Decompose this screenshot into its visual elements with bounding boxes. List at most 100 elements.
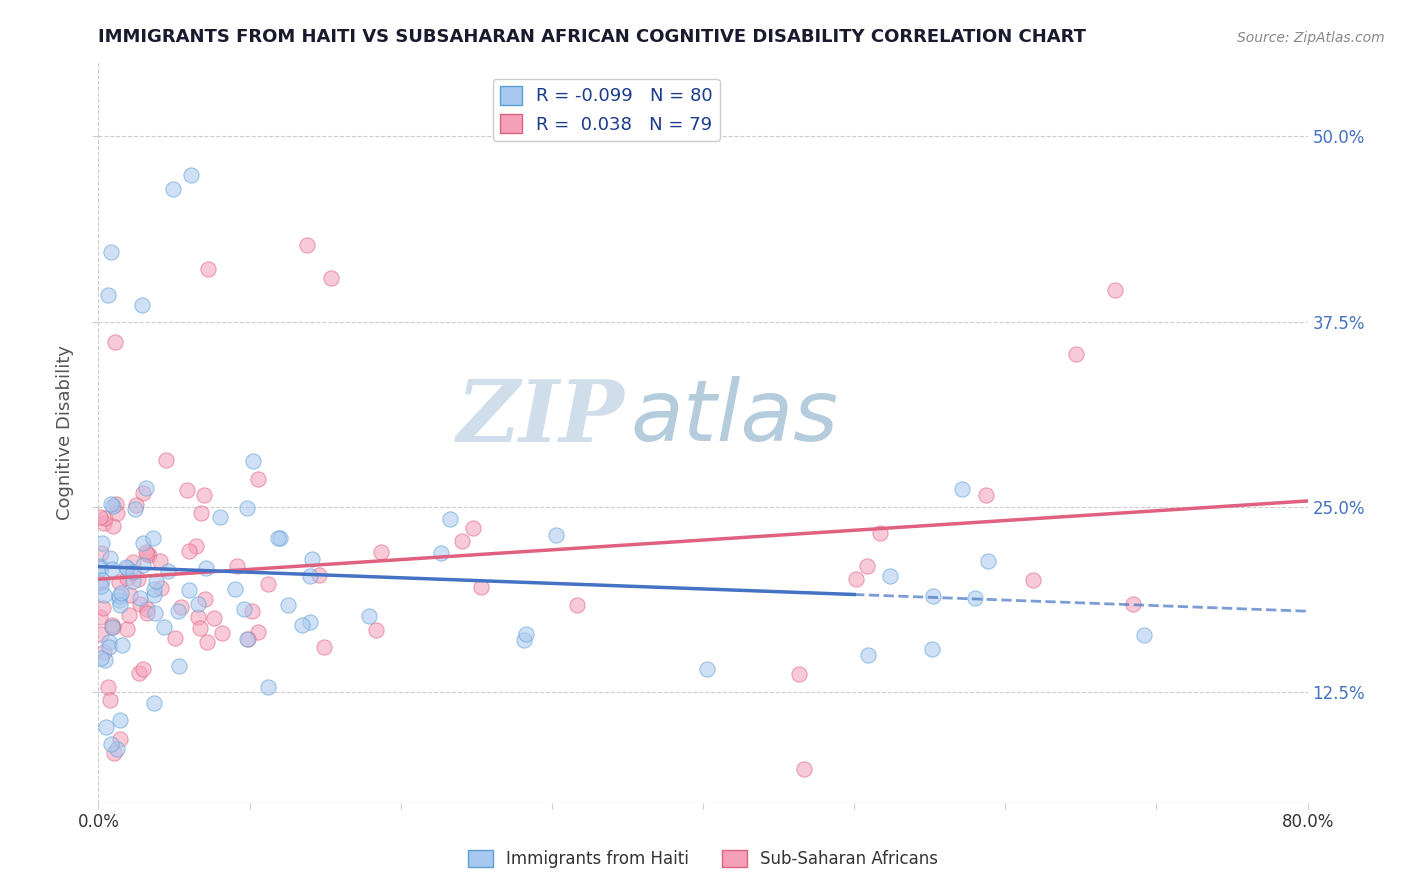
Point <box>143 582 166 597</box>
Point <box>267 531 290 545</box>
Point <box>131 298 153 312</box>
Point <box>236 632 259 646</box>
Point <box>124 502 146 516</box>
Point <box>125 498 148 512</box>
Point <box>211 625 233 640</box>
Point <box>118 608 141 623</box>
Point <box>153 620 176 634</box>
Point <box>110 599 132 613</box>
Point <box>103 746 125 760</box>
Point <box>1022 573 1045 587</box>
Point <box>98 693 121 707</box>
Point <box>100 738 122 752</box>
Point <box>257 680 280 694</box>
Point <box>105 506 128 520</box>
Point <box>170 599 193 614</box>
Point <box>236 632 259 646</box>
Point <box>93 653 115 667</box>
Point <box>321 270 343 285</box>
Point <box>115 561 138 575</box>
Point <box>187 609 209 624</box>
Point <box>177 583 200 598</box>
Point <box>856 558 879 573</box>
Point <box>91 536 114 550</box>
Point <box>298 568 321 582</box>
Point <box>97 680 120 694</box>
Point <box>149 554 172 568</box>
Point <box>136 602 159 616</box>
Point <box>1132 627 1154 641</box>
Point <box>515 626 537 640</box>
Point <box>295 237 318 252</box>
Point <box>162 181 184 195</box>
Point <box>108 575 131 590</box>
Point <box>132 662 155 676</box>
Point <box>142 588 165 602</box>
Point <box>513 632 536 647</box>
Point <box>101 519 124 533</box>
Point <box>314 640 336 654</box>
Point <box>301 551 323 566</box>
Point <box>157 564 180 578</box>
Point <box>180 168 202 182</box>
Point <box>111 639 134 653</box>
Point <box>105 742 128 756</box>
Point <box>97 635 120 649</box>
Point <box>104 335 127 350</box>
Point <box>121 555 143 569</box>
Point <box>128 591 150 605</box>
Point <box>101 619 124 633</box>
Point <box>96 288 118 302</box>
Point <box>225 558 247 573</box>
Point <box>370 545 392 559</box>
Point <box>167 604 190 618</box>
Point <box>169 659 191 673</box>
Point <box>142 696 165 710</box>
Point <box>115 622 138 636</box>
Point <box>429 546 451 560</box>
Point <box>96 720 118 734</box>
Point <box>179 544 201 558</box>
Point <box>121 574 143 588</box>
Point <box>950 482 973 496</box>
Point <box>1064 347 1087 361</box>
Point <box>190 506 212 520</box>
Point <box>224 582 246 596</box>
Point <box>98 551 121 566</box>
Point <box>89 575 111 590</box>
Point <box>1122 597 1144 611</box>
Point <box>208 510 231 524</box>
Point <box>451 533 474 548</box>
Point <box>91 601 114 615</box>
Point <box>247 625 270 640</box>
Point <box>235 500 257 515</box>
Legend: Immigrants from Haiti, Sub-Saharan Africans: Immigrants from Haiti, Sub-Saharan Afric… <box>461 843 945 875</box>
Text: IMMIGRANTS FROM HAITI VS SUBSAHARAN AFRICAN COGNITIVE DISABILITY CORRELATION CHA: IMMIGRANTS FROM HAITI VS SUBSAHARAN AFRI… <box>98 28 1087 45</box>
Point <box>91 573 114 587</box>
Point <box>291 618 314 632</box>
Point <box>93 510 115 524</box>
Point <box>100 562 122 576</box>
Point <box>359 609 381 624</box>
Point <box>93 645 115 659</box>
Text: atlas: atlas <box>630 376 838 459</box>
Point <box>101 620 124 634</box>
Point <box>110 586 132 600</box>
Point <box>110 713 132 727</box>
Point <box>247 472 270 486</box>
Point <box>965 591 987 606</box>
Point <box>461 521 484 535</box>
Point <box>1104 283 1126 297</box>
Point <box>150 581 173 595</box>
Legend: R = -0.099   N = 80, R =  0.038   N = 79: R = -0.099 N = 80, R = 0.038 N = 79 <box>492 78 720 141</box>
Point <box>115 571 138 585</box>
Point <box>869 525 891 540</box>
Point <box>565 599 588 613</box>
Point <box>93 588 115 602</box>
Point <box>308 567 330 582</box>
Point <box>193 488 215 502</box>
Point <box>122 565 145 579</box>
Point <box>127 572 149 586</box>
Point <box>135 545 157 559</box>
Point <box>789 666 811 681</box>
